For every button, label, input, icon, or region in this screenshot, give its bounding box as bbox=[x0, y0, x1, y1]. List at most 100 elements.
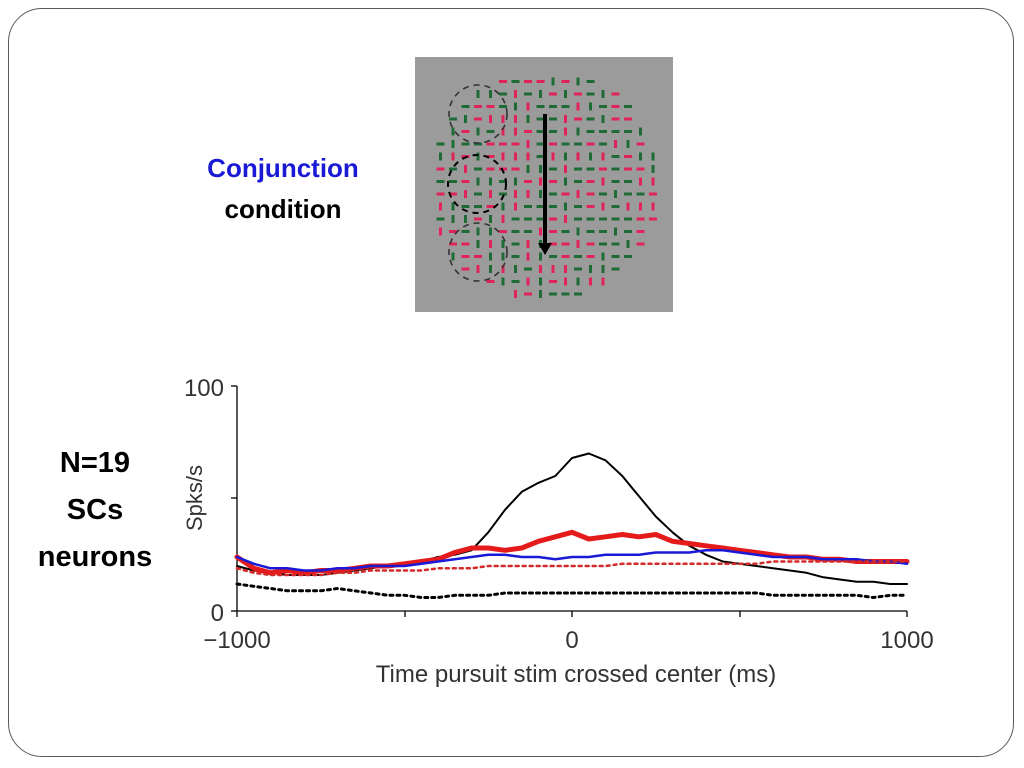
stimulus-bar-30 bbox=[589, 102, 592, 111]
neuron-type-label: SCs bbox=[66, 494, 124, 526]
stimulus-bar-111 bbox=[574, 167, 582, 171]
stimulus-bar-9 bbox=[489, 90, 492, 98]
stimulus-bar-24 bbox=[514, 102, 517, 111]
stimulus-bar-187 bbox=[624, 217, 632, 221]
stimulus-bar-266 bbox=[574, 292, 582, 296]
stimulus-bar-254 bbox=[526, 277, 530, 286]
stimulus-bar-23 bbox=[499, 105, 507, 108]
stimulus-bar-104 bbox=[486, 167, 495, 171]
stimulus-bar-213 bbox=[526, 240, 530, 248]
receptive-field-circle-middle bbox=[447, 154, 507, 214]
stimulus-bar-130 bbox=[586, 180, 595, 183]
stimulus-bar-201 bbox=[576, 227, 580, 236]
stimulus-bar-41 bbox=[536, 117, 545, 121]
stimulus-bar-252 bbox=[501, 277, 505, 286]
stimulus-bar-14 bbox=[549, 92, 557, 96]
stimulus-bar-137 bbox=[449, 192, 457, 196]
stimulus-bar-226 bbox=[489, 252, 492, 261]
stimulus-bar-20 bbox=[461, 105, 470, 108]
stimulus-bar-222 bbox=[636, 242, 645, 246]
stimulus-bar-211 bbox=[501, 240, 505, 248]
stimulus-bar-129 bbox=[574, 180, 582, 183]
stimulus-bar-243 bbox=[524, 267, 532, 271]
condition-title: condition bbox=[224, 194, 342, 224]
y-tick-label-100: 100 bbox=[184, 375, 224, 402]
stimulus-bar-59 bbox=[576, 127, 580, 136]
stimulus-bar-103 bbox=[474, 167, 482, 171]
stimulus-bar-3 bbox=[536, 80, 545, 83]
stimulus-bar-244 bbox=[539, 265, 542, 273]
stimulus-bar-172 bbox=[436, 217, 445, 221]
stimulus-bar-46 bbox=[601, 115, 605, 123]
stimulus-bar-73 bbox=[536, 142, 545, 146]
stimulus-bar-200 bbox=[561, 230, 570, 233]
stimulus-bar-195 bbox=[499, 230, 507, 233]
stimulus-bar-198 bbox=[539, 227, 542, 236]
stimulus-bar-218 bbox=[586, 242, 595, 246]
stimulus-bar-105 bbox=[499, 167, 507, 171]
stimulus-bar-40 bbox=[526, 115, 530, 123]
stimulus-bar-234 bbox=[586, 255, 595, 258]
stimulus-bar-185 bbox=[599, 217, 607, 221]
stimulus-bar-230 bbox=[539, 252, 542, 261]
stimulus-bar-181 bbox=[549, 217, 557, 221]
stimulus-bar-207 bbox=[449, 242, 457, 246]
stimulus-bar-17 bbox=[586, 92, 595, 96]
stimulus-bar-263 bbox=[539, 290, 542, 298]
stimulus-bar-186 bbox=[611, 217, 620, 221]
stimulus-bar-121 bbox=[476, 177, 480, 186]
stimulus-bar-135 bbox=[651, 177, 655, 186]
stimulus-bar-70 bbox=[499, 142, 507, 146]
stimulus-bar-13 bbox=[539, 90, 542, 98]
stimulus-bar-80 bbox=[626, 140, 630, 148]
stimulus-bar-29 bbox=[576, 102, 580, 111]
stimulus-bar-258 bbox=[576, 277, 580, 286]
stimulus-bar-60 bbox=[586, 130, 595, 133]
stimulus-bar-176 bbox=[489, 215, 492, 223]
stimulus-bar-31 bbox=[599, 105, 607, 108]
stimulus-bar-143 bbox=[526, 190, 530, 198]
stimulus-bar-65 bbox=[436, 142, 445, 146]
stimulus-bar-128 bbox=[564, 177, 567, 186]
stimulus-bar-7 bbox=[586, 80, 595, 83]
stimulus-bar-259 bbox=[589, 277, 592, 286]
stimulus-bar-22 bbox=[486, 105, 495, 108]
stimulus-bar-122 bbox=[489, 177, 492, 186]
stimulus-bar-189 bbox=[649, 217, 657, 221]
stimulus-bar-36 bbox=[474, 117, 482, 121]
stimulus-bar-133 bbox=[624, 180, 632, 183]
stimulus-bar-54 bbox=[514, 127, 517, 136]
stimulus-bar-193 bbox=[476, 227, 480, 236]
stimulus-bar-199 bbox=[549, 230, 557, 233]
stimulus-bar-108 bbox=[539, 165, 542, 173]
stimulus-bar-210 bbox=[489, 240, 492, 248]
stimulus-bar-168 bbox=[611, 205, 620, 208]
stimulus-bar-97 bbox=[624, 155, 632, 158]
x-tick-label-1000: 1000 bbox=[880, 627, 933, 654]
stimulus-bar-34 bbox=[449, 117, 457, 121]
stimulus-bar-115 bbox=[624, 167, 632, 171]
stimulus-bar-32 bbox=[611, 105, 620, 108]
stimulus-bar-71 bbox=[511, 142, 520, 146]
stimulus-bar-208 bbox=[461, 242, 470, 246]
stimulus-bar-92 bbox=[564, 152, 567, 161]
stimulus-bar-93 bbox=[576, 152, 580, 161]
stimulus-bar-265 bbox=[561, 292, 570, 296]
stimulus-bar-144 bbox=[539, 190, 542, 198]
stimulus-bar-149 bbox=[599, 192, 607, 196]
stimulus-bar-247 bbox=[574, 267, 582, 271]
stimulus-bar-51 bbox=[476, 127, 480, 136]
stimulus-bar-68 bbox=[474, 142, 482, 146]
stimulus-bar-159 bbox=[501, 202, 505, 211]
stimulus-bar-167 bbox=[601, 202, 605, 211]
stimulus-bar-255 bbox=[539, 277, 542, 286]
stimulus-bar-11 bbox=[514, 90, 517, 98]
stimulus-bar-83 bbox=[451, 152, 455, 161]
stimulus-bar-field bbox=[436, 77, 657, 298]
stimulus-bar-106 bbox=[511, 167, 520, 171]
stimulus-bar-8 bbox=[476, 90, 480, 98]
stimulus-bar-85 bbox=[476, 152, 480, 161]
stimulus-bar-261 bbox=[514, 290, 517, 298]
stimulus-bar-151 bbox=[624, 192, 632, 196]
series-line-4 bbox=[235, 582, 909, 599]
